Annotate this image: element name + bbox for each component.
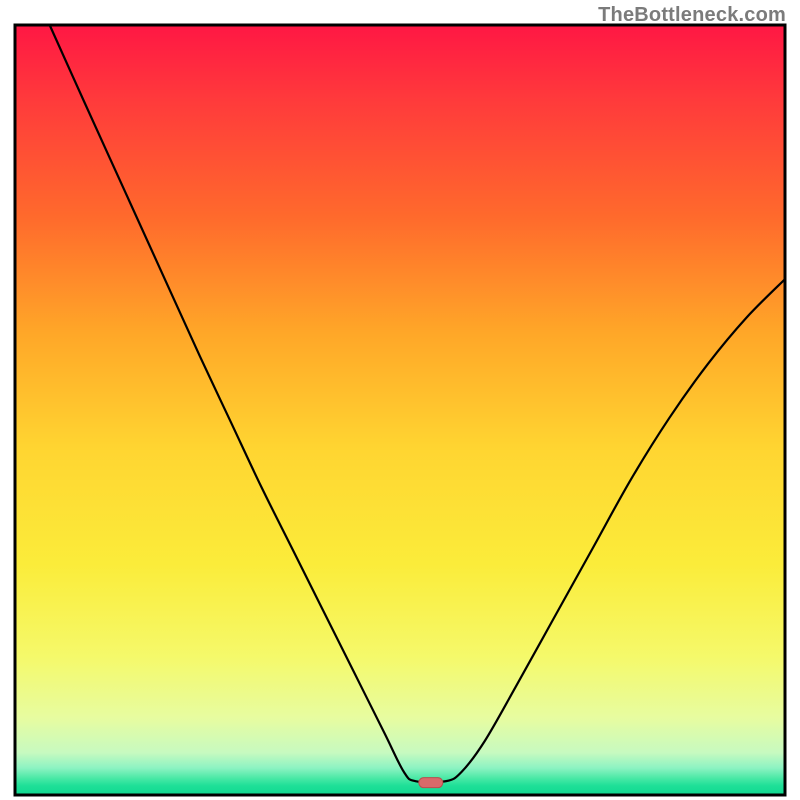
- optimal-marker: [419, 778, 443, 788]
- watermark-text: TheBottleneck.com: [598, 4, 786, 27]
- chart-frame: TheBottleneck.com: [0, 0, 800, 800]
- chart-background: [15, 25, 785, 795]
- bottleneck-chart: [0, 0, 800, 800]
